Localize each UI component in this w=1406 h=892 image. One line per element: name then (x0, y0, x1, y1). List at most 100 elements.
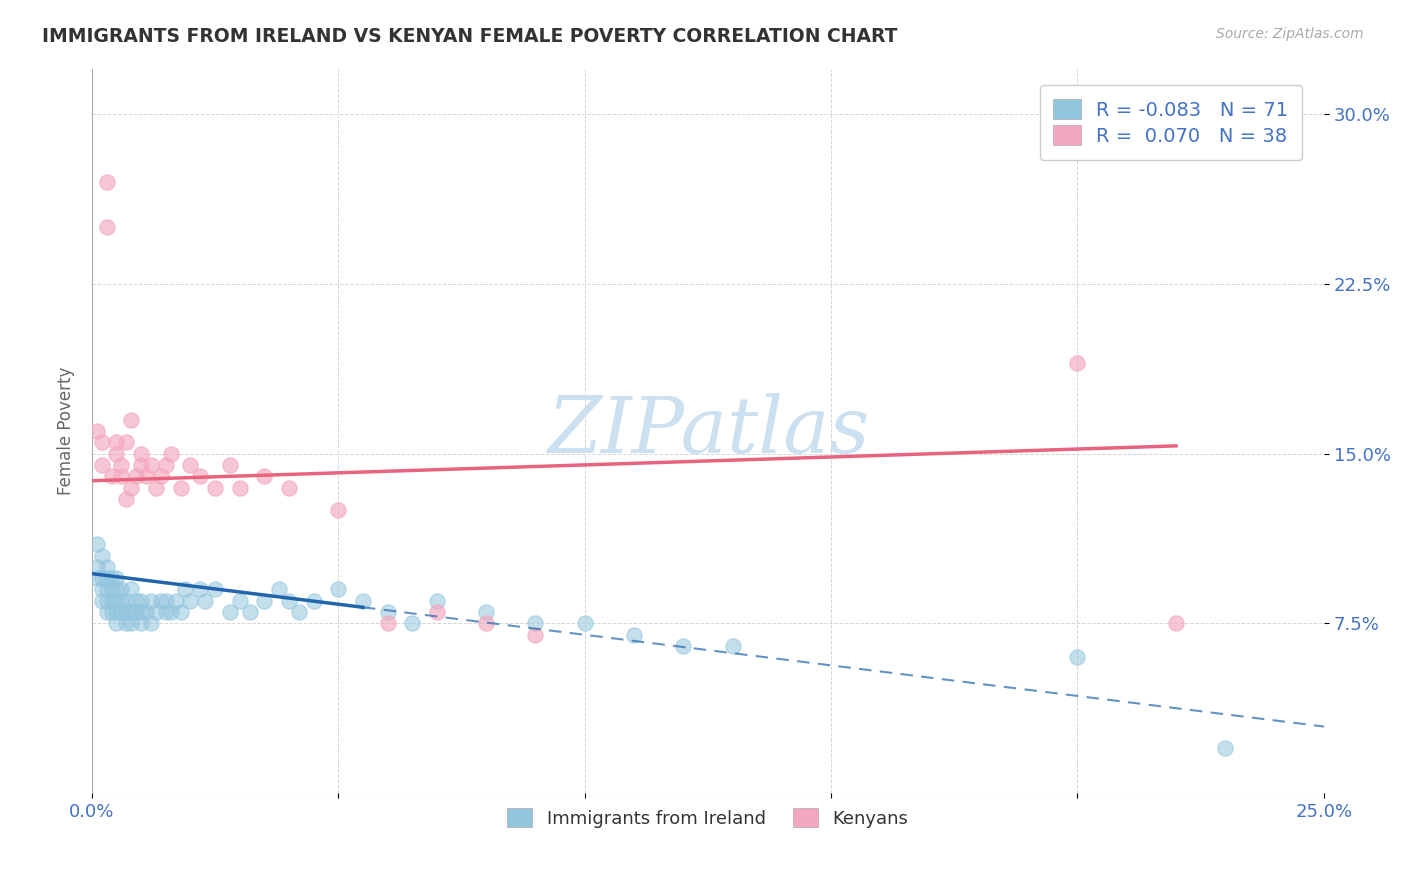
Point (159, 447, 181, 461)
Point (174, 582, 197, 597)
Point (129, 594, 152, 608)
Point (139, 458, 162, 472)
Point (96, 582, 118, 597)
Point (155, 458, 177, 472)
Point (278, 594, 301, 608)
Point (90, 582, 112, 597)
Point (86, 559, 108, 574)
Point (86, 571, 108, 585)
Point (115, 594, 138, 608)
Point (110, 582, 132, 597)
Point (204, 582, 226, 597)
Point (165, 594, 187, 608)
Point (96, 559, 118, 574)
Point (129, 447, 152, 461)
Point (253, 469, 276, 483)
Point (125, 605, 148, 619)
Point (129, 458, 152, 472)
Point (169, 481, 191, 495)
Point (377, 605, 399, 619)
Point (105, 594, 128, 608)
Point (218, 605, 240, 619)
Point (145, 605, 167, 619)
Point (1215, 741, 1237, 756)
Point (238, 605, 260, 619)
Point (149, 594, 172, 608)
Point (401, 616, 423, 631)
Point (204, 481, 226, 495)
Point (155, 605, 177, 619)
Point (352, 594, 374, 608)
Point (129, 605, 152, 619)
Point (105, 447, 128, 461)
Point (228, 594, 250, 608)
Point (524, 628, 547, 642)
Point (302, 594, 325, 608)
Point (188, 582, 211, 597)
Text: IMMIGRANTS FROM IRELAND VS KENYAN FEMALE POVERTY CORRELATION CHART: IMMIGRANTS FROM IRELAND VS KENYAN FEMALE… (42, 27, 897, 45)
Point (115, 491, 138, 506)
Point (169, 605, 191, 619)
Point (179, 594, 201, 608)
Point (110, 605, 132, 619)
Point (1164, 616, 1187, 631)
Point (96, 220, 118, 235)
Point (110, 469, 132, 483)
Point (125, 594, 148, 608)
Point (96, 175, 118, 189)
Legend: Immigrants from Ireland, Kenyans: Immigrants from Ireland, Kenyans (501, 801, 915, 835)
Point (105, 582, 128, 597)
Point (96, 605, 118, 619)
Point (90, 435, 112, 450)
Point (145, 481, 167, 495)
Point (524, 616, 547, 631)
Point (218, 458, 240, 472)
Point (149, 469, 172, 483)
Point (188, 469, 211, 483)
Point (574, 616, 596, 631)
Point (159, 605, 181, 619)
Point (1066, 356, 1088, 370)
Point (115, 435, 138, 450)
Point (120, 616, 142, 631)
Point (120, 412, 142, 426)
Point (288, 605, 311, 619)
Point (135, 605, 157, 619)
Point (672, 639, 695, 653)
Point (139, 594, 162, 608)
Point (1066, 650, 1088, 665)
Point (179, 458, 201, 472)
Point (100, 594, 122, 608)
Point (90, 571, 112, 585)
Point (377, 616, 399, 631)
Point (90, 458, 112, 472)
Point (120, 481, 142, 495)
Point (120, 605, 142, 619)
Point (155, 594, 177, 608)
Point (100, 571, 122, 585)
Point (194, 594, 217, 608)
Point (110, 594, 132, 608)
Point (96, 571, 118, 585)
Point (96, 594, 118, 608)
Point (115, 616, 138, 631)
Point (105, 571, 128, 585)
Point (90, 549, 112, 563)
Text: ZIPatlas: ZIPatlas (547, 392, 869, 469)
Point (721, 639, 744, 653)
Y-axis label: Female Poverty: Female Poverty (58, 367, 75, 495)
Point (426, 605, 449, 619)
Point (105, 605, 128, 619)
Point (90, 594, 112, 608)
Point (253, 594, 276, 608)
Point (328, 503, 350, 517)
Point (86, 424, 108, 438)
Point (105, 435, 128, 450)
Point (129, 616, 152, 631)
Point (269, 582, 291, 597)
Point (100, 605, 122, 619)
Point (426, 594, 449, 608)
Point (228, 481, 250, 495)
Point (100, 582, 122, 597)
Point (125, 469, 148, 483)
